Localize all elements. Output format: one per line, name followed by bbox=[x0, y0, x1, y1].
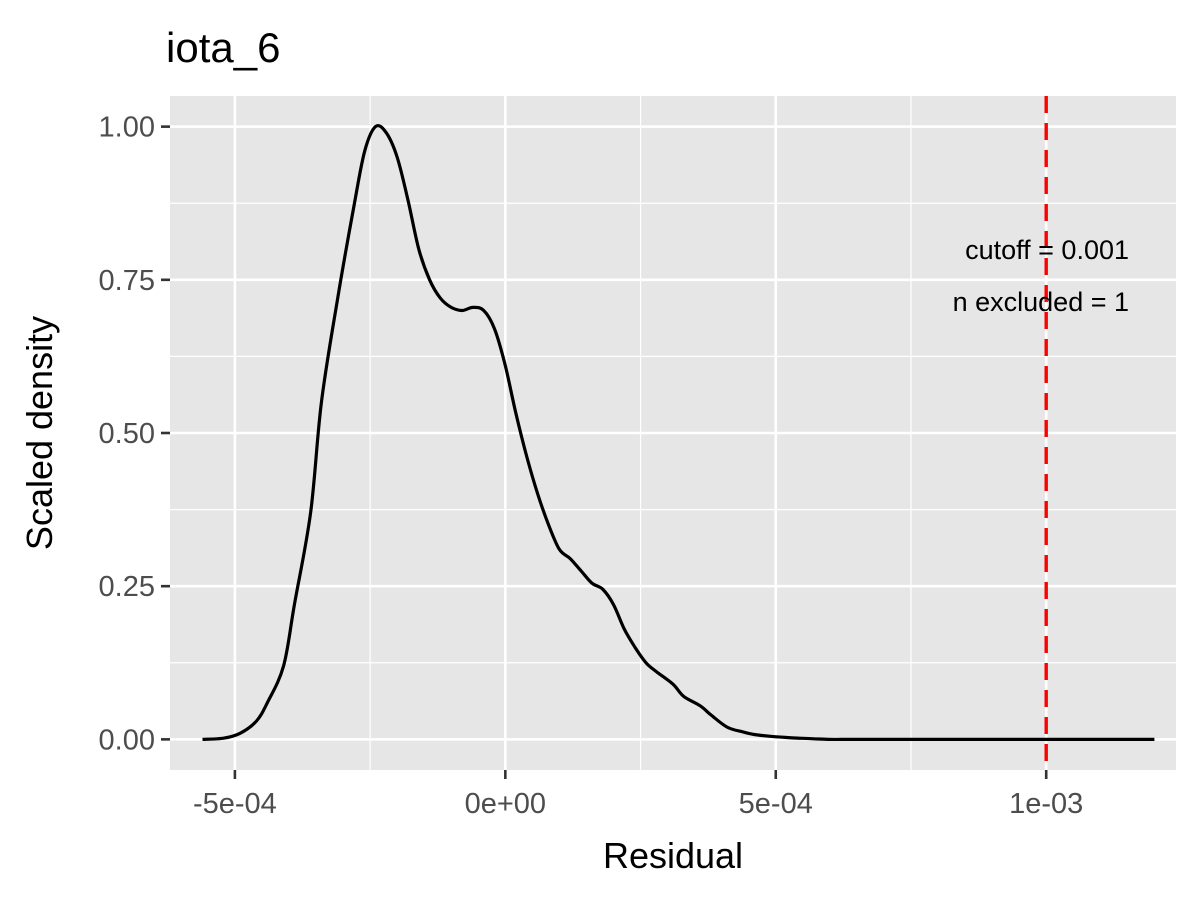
annotations: cutoff = 0.001 n excluded = 1 bbox=[953, 235, 1129, 317]
chart-title: iota_6 bbox=[166, 24, 280, 71]
x-axis-title: Residual bbox=[603, 835, 743, 876]
x-tick-label: 0e+00 bbox=[465, 788, 546, 820]
y-axis-title: Scaled density bbox=[19, 316, 60, 550]
x-tick-label: -5e-04 bbox=[193, 788, 277, 820]
y-tick-label: 0.25 bbox=[99, 571, 155, 603]
density-series bbox=[202, 124, 1155, 742]
y-tick-label: 0.50 bbox=[99, 418, 155, 450]
x-tick-label: 1e-03 bbox=[1009, 788, 1083, 820]
annotation-excluded: n excluded = 1 bbox=[953, 287, 1129, 317]
y-tick-label: 1.00 bbox=[99, 112, 155, 144]
annotation-cutoff: cutoff = 0.001 bbox=[965, 235, 1129, 265]
y-axis: 0.00 0.25 0.50 0.75 1.00 bbox=[99, 112, 170, 756]
y-tick-label: 0.00 bbox=[99, 724, 155, 756]
x-tick-label: 5e-04 bbox=[739, 788, 813, 820]
x-axis: -5e-04 0e+00 5e-04 1e-03 bbox=[193, 770, 1083, 820]
density-line-0 bbox=[202, 124, 1155, 742]
y-tick-label: 0.75 bbox=[99, 265, 155, 297]
